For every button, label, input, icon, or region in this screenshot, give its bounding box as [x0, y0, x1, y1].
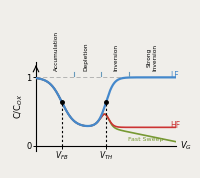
Text: $V_G$: $V_G$ — [180, 140, 192, 152]
Text: Inversion: Inversion — [113, 43, 118, 70]
Text: Depletion: Depletion — [83, 42, 88, 70]
Text: LF: LF — [170, 71, 179, 80]
Y-axis label: C/C$_{OX}$: C/C$_{OX}$ — [13, 94, 25, 119]
Text: Accumulation: Accumulation — [53, 30, 58, 70]
Text: Fast Sweep: Fast Sweep — [128, 137, 164, 142]
Text: Strong
Inversion: Strong Inversion — [147, 43, 157, 70]
Text: HF: HF — [170, 121, 180, 130]
